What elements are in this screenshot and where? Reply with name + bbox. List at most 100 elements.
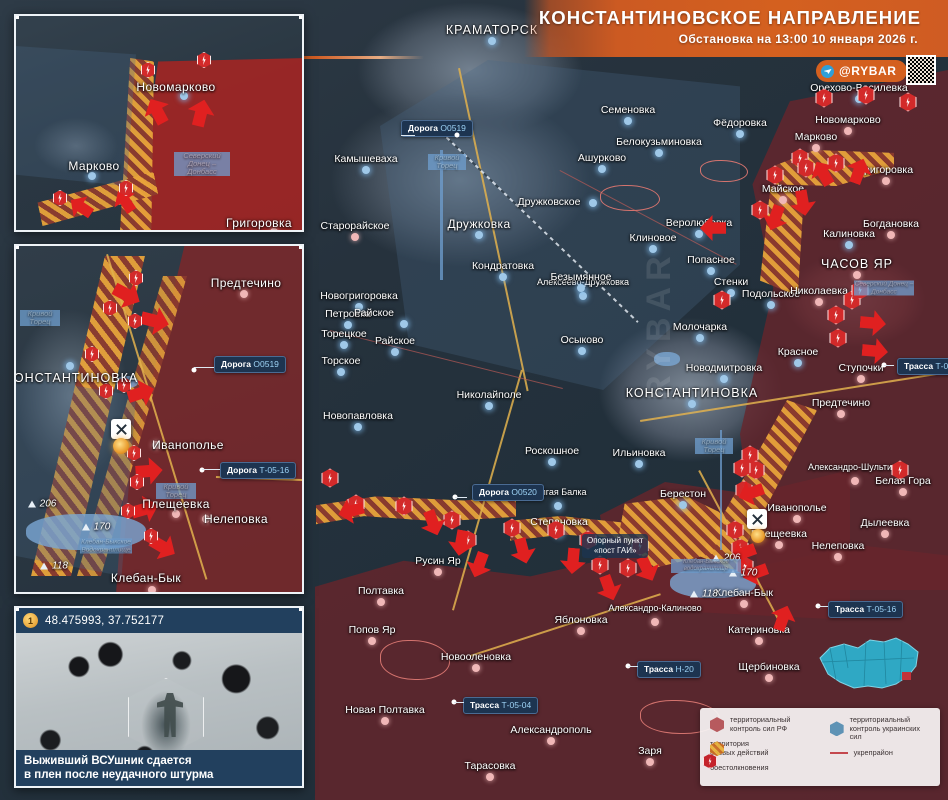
inset1-dot-grigorovka <box>270 228 278 230</box>
settlement-dot <box>707 267 715 275</box>
inset2-clash-6 <box>99 383 113 399</box>
road-leader-line <box>628 666 638 667</box>
settlement-dot <box>857 375 865 383</box>
height-value: 118 <box>702 588 718 600</box>
clash-marker-icon <box>766 165 784 185</box>
settlement-dot <box>655 149 663 157</box>
legend-item-label: боестолкновения <box>710 764 769 773</box>
legend-column-right: территориальный контроль украинских сил ук… <box>829 715 930 778</box>
inset2-road-tag-o0519[interactable]: Дорога О0519 <box>214 356 286 373</box>
settlement-dot <box>775 541 783 549</box>
qr-code-icon[interactable] <box>906 55 936 85</box>
legend-item: территория боевых действий <box>710 740 818 757</box>
video-inset[interactable]: 1 48.475993, 37.752177 Выживший ВСУшник … <box>14 606 304 788</box>
legend-label-line2: контроль сил РФ <box>730 723 788 733</box>
settlement-dot <box>812 144 820 152</box>
road-label-tag[interactable]: Дорога О0520 <box>472 484 544 501</box>
clash-marker-icon <box>891 460 909 480</box>
road-label-value: Т-05-04 <box>501 700 532 710</box>
height-value: 170 <box>740 567 758 579</box>
header-banner: КОНСТАНТИНОВСКОЕ НАПРАВЛЕНИЕ Обстановка … <box>524 0 948 57</box>
video-caption-line2: в плен после неудачного штурма <box>24 769 214 781</box>
clash-marker-icon <box>619 558 637 578</box>
legend-label-line2: боевых действий <box>710 747 769 757</box>
inset1-clash-4 <box>119 180 133 196</box>
settlement-dot <box>598 165 606 173</box>
legend-item: укрепрайон <box>829 747 930 758</box>
settlement-dot <box>651 618 659 626</box>
legend-label-line1: территория <box>710 739 749 749</box>
inset-map-konstantinovka[interactable]: Предтечино КОНСТАНТИНОВКА Иванополье Пле… <box>14 244 304 594</box>
clash-marker-icon <box>857 85 875 105</box>
legend-label-line1: территориальный <box>849 715 911 724</box>
inset2-clash-4 <box>85 346 99 362</box>
road-label-prefix: Трасса <box>470 700 502 710</box>
lake-central <box>654 352 680 366</box>
road-leader-line <box>454 702 464 703</box>
inset1-dot-novomarkovo <box>180 92 188 100</box>
inset2-clash-10 <box>144 528 158 544</box>
road-label-tag[interactable]: Трасса Т-05-04 <box>897 358 948 375</box>
legend-label-line2: контроль украинских сил <box>849 723 921 742</box>
height-value: 206 <box>723 552 741 564</box>
road-label-prefix: Трасса <box>644 664 676 674</box>
clash-marker-icon <box>797 158 815 178</box>
settlement-dot <box>887 231 895 239</box>
clash-marker-icon <box>829 328 847 348</box>
clash-marker-icon <box>733 458 751 478</box>
road-label-value: О0519 <box>440 123 466 133</box>
settlement-dot <box>635 460 643 468</box>
video-index-badge: 1 <box>23 613 38 628</box>
inset2-road-tag-t0516[interactable]: Дорога Т-05-16 <box>220 462 297 479</box>
settlement-dot <box>381 717 389 725</box>
settlement-dot <box>794 359 802 367</box>
settlement-dot <box>899 488 907 496</box>
rybar-channel-chip[interactable]: @RYBAR <box>816 60 907 82</box>
settlement-dot <box>377 598 385 606</box>
inset-map-markovo[interactable]: Новомарково Марково Григоровка Северский… <box>14 14 304 232</box>
settlement-dot <box>589 199 597 207</box>
inset2-road-leader-1 <box>194 367 214 368</box>
road-label-prefix: Дорога <box>479 487 512 497</box>
video-caption-line1: Выживший ВСУшник сдается <box>24 755 192 767</box>
road-label-tag[interactable]: Трасса Т-05-04 <box>463 697 539 714</box>
inset2-dot-plescheevka <box>172 510 180 518</box>
explosion-icon <box>751 529 765 543</box>
inset2-explosion-icon <box>113 438 129 454</box>
inset2-clash-8 <box>130 474 144 490</box>
inset2-height-tri-1 <box>28 500 36 508</box>
road-leader-line <box>884 365 894 366</box>
road-label-tag[interactable]: Трасса Н-20 <box>637 661 701 678</box>
settlement-dot <box>400 320 408 328</box>
video-coordinates: 48.475993, 37.752177 <box>45 614 165 627</box>
inset1-clash-3 <box>53 190 67 206</box>
settlement-dot <box>340 341 348 349</box>
settlement-dot <box>579 292 587 300</box>
height-marker-icon <box>712 554 720 562</box>
clash-marker-icon <box>503 518 521 538</box>
river-kryvyi-torets <box>440 150 443 280</box>
settlement-dot <box>578 347 586 355</box>
hex-clash-icon <box>703 753 717 769</box>
inset2-road-dot-1 <box>191 367 197 373</box>
settlement-dot <box>577 284 585 292</box>
clash-marker-icon <box>321 468 339 488</box>
settlement-dot <box>485 402 493 410</box>
settlement-dot <box>688 400 696 408</box>
height-marker-icon <box>690 590 698 598</box>
road-label-tag[interactable]: Трасса Т-05-16 <box>828 601 904 618</box>
inset2-corner-tr <box>299 246 302 249</box>
settlement-dot <box>355 303 363 311</box>
legend-label-line1: укрепрайон <box>853 747 893 757</box>
settlement-dot <box>547 737 555 745</box>
settlement-dot <box>488 37 496 45</box>
settlement-dot <box>853 271 861 279</box>
inset2-dot-nelepovka <box>202 515 210 523</box>
settlement-dot <box>755 637 763 645</box>
inset2-dot-kleban-byk <box>148 586 156 592</box>
legend-item: боестолкновения <box>703 753 818 773</box>
inset2-clash-2 <box>103 300 117 316</box>
